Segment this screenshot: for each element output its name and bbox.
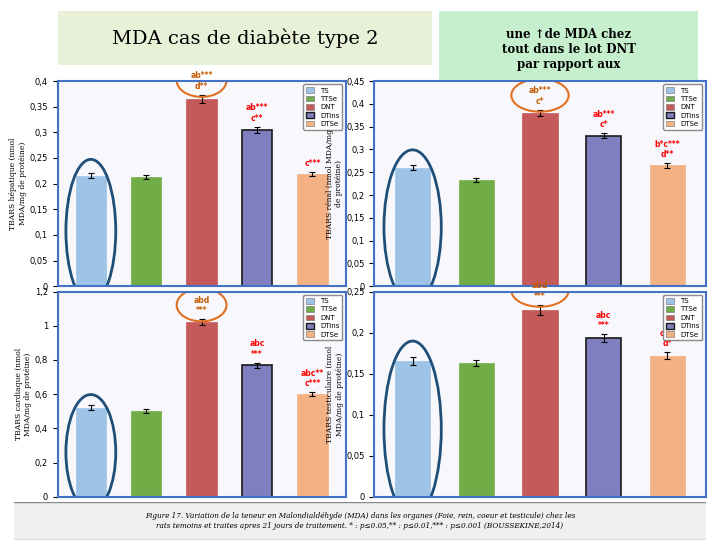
Bar (650, 165, 685, 286)
Bar (459, 180, 494, 286)
Text: abd
***: abd *** (194, 296, 210, 315)
FancyBboxPatch shape (7, 502, 713, 540)
Legend: TS, TTSe, DNT, DTins, DTSe: TS, TTSe, DNT, DTins, DTSe (303, 84, 342, 130)
Text: ab***
c**: ab*** c** (246, 103, 268, 123)
Text: abc**
c***: abc** c*** (301, 369, 324, 388)
Y-axis label: TBARS cardiaque (nmol
MDA/mg de protéine): TBARS cardiaque (nmol MDA/mg de protéine… (14, 348, 32, 440)
Bar (523, 113, 557, 286)
Legend: TS, TTSe, DNT, DTins, DTSe: TS, TTSe, DNT, DTins, DTSe (663, 84, 702, 130)
Legend: TS, TTSe, DNT, DTins, DTSe: TS, TTSe, DNT, DTins, DTSe (663, 295, 702, 340)
Text: b*c***
d**: b*c*** d** (654, 139, 680, 159)
Bar (242, 130, 272, 286)
Text: ab***
c*: ab*** c* (528, 86, 552, 106)
Legend: TS, TTSe, DNT, DTins, DTSe: TS, TTSe, DNT, DTins, DTSe (303, 295, 342, 340)
Bar (131, 177, 161, 286)
Bar (76, 408, 106, 497)
Y-axis label: TBARS hépatique (nmol
MDA/mg de protéine): TBARS hépatique (nmol MDA/mg de protéine… (9, 137, 27, 230)
X-axis label: Lots de traitement: Lots de traitement (494, 292, 586, 301)
Text: Figure 17. Variation de la teneur en Malondialdéhyde (MDA) dans les organes (Foi: Figure 17. Variation de la teneur en Mal… (145, 512, 575, 530)
Text: ab***
c*: ab*** c* (593, 110, 615, 130)
Bar (395, 167, 430, 286)
Bar (242, 365, 272, 497)
FancyBboxPatch shape (426, 6, 711, 102)
Text: abd
***: abd *** (532, 281, 548, 301)
Bar (297, 174, 328, 286)
Y-axis label: TBARS rénal (nmol MDA/mg
de protéine): TBARS rénal (nmol MDA/mg de protéine) (326, 129, 343, 239)
Bar (650, 356, 685, 497)
Bar (76, 176, 106, 286)
Bar (186, 99, 217, 286)
Bar (523, 309, 557, 497)
X-axis label: Lots de traitement: Lots de traitement (156, 292, 248, 301)
X-axis label: Lots de traitement: Lots de traitement (156, 502, 248, 511)
Bar (297, 394, 328, 497)
Text: abc
***: abc *** (249, 339, 265, 359)
Text: abc
***: abc *** (596, 311, 611, 330)
FancyBboxPatch shape (39, 8, 451, 68)
Bar (459, 363, 494, 497)
Bar (586, 339, 621, 497)
Text: ab***
d**: ab*** d** (190, 71, 213, 91)
Text: une ↑de MDA chez
tout dans le lot DNT
par rapport aux: une ↑de MDA chez tout dans le lot DNT pa… (502, 28, 636, 71)
X-axis label: Lots de traitement: Lots de traitement (494, 502, 586, 511)
Text: c***
d*: c*** d* (660, 329, 675, 348)
Bar (395, 361, 430, 497)
Text: MDA cas de diabète type 2: MDA cas de diabète type 2 (112, 28, 378, 48)
Bar (131, 411, 161, 497)
Bar (186, 322, 217, 497)
Text: c***: c*** (305, 159, 320, 168)
Bar (586, 136, 621, 286)
Y-axis label: TBARS testiculaire (nmol
MDA/mg de protéine): TBARS testiculaire (nmol MDA/mg de proté… (326, 346, 343, 443)
